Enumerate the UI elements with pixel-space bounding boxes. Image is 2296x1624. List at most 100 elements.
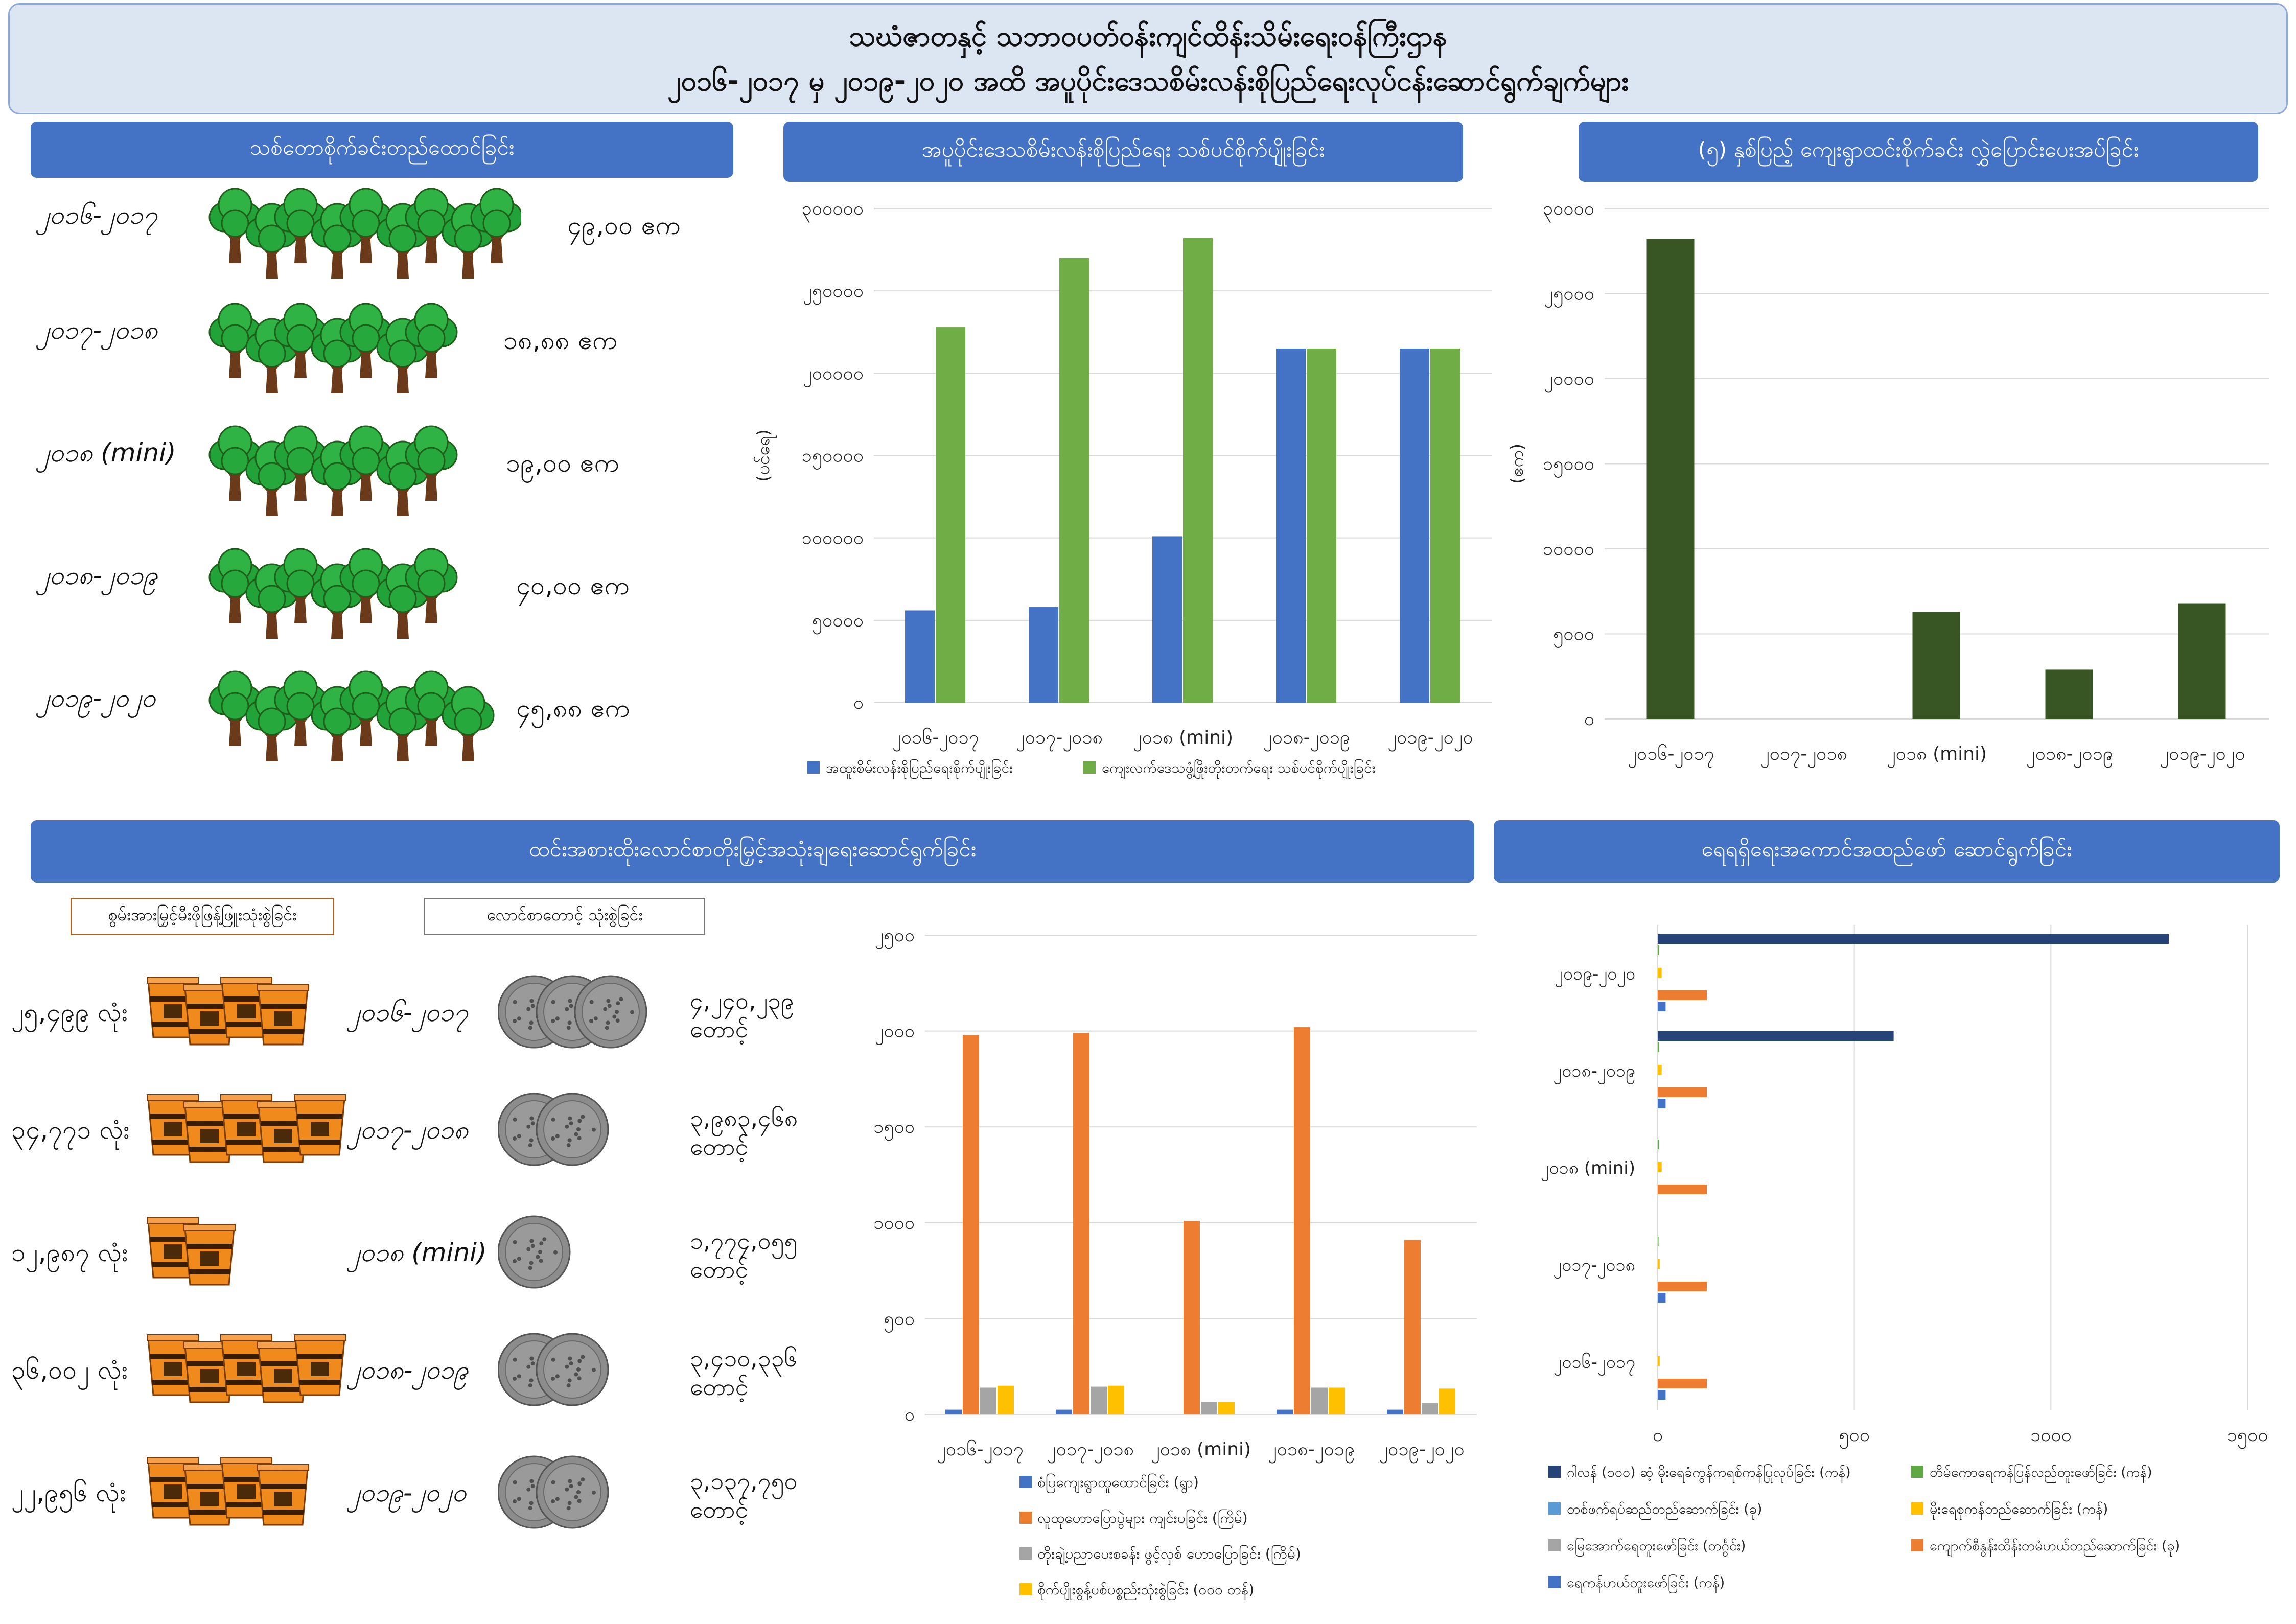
bar	[1422, 1403, 1438, 1414]
legend-swatch	[1548, 1466, 1561, 1478]
x-tick-label: ၂၀၁၈ (mini)	[1133, 727, 1233, 752]
legend-swatch	[1019, 1512, 1032, 1524]
briquette-count: ၃,၄၁၀,၃၃၆	[690, 1344, 798, 1372]
legend-swatch	[1548, 1539, 1561, 1551]
stove-icons	[147, 1217, 236, 1286]
stove-icon	[183, 1224, 236, 1286]
bar	[905, 610, 935, 703]
bar	[1646, 239, 1695, 719]
tree-icon	[274, 188, 327, 263]
bar	[1152, 536, 1182, 703]
y-tick-label: ၁၅၀၀	[873, 1117, 915, 1141]
legend-swatch	[1019, 1547, 1032, 1560]
bar	[1073, 1033, 1089, 1414]
fuel-year: ၂၀၁၇-၂၀၁၈	[347, 1115, 469, 1145]
bar	[1400, 348, 1429, 703]
briquette-count: ၁,၇၇၄,၀၅၅	[690, 1227, 798, 1255]
bar	[1276, 348, 1306, 703]
briquette-icons	[498, 975, 647, 1049]
tree-icon	[274, 548, 327, 623]
tree-icons	[208, 303, 458, 393]
x-tick-label: ၁၅၀၀	[2227, 1425, 2268, 1449]
bar	[1658, 1162, 1662, 1172]
plantation-year: ၂၀၁၆-၂၀၁၇	[37, 200, 157, 230]
fuel-year: ၂၀၁၆-၂၀၁၇	[347, 997, 468, 1027]
header-fuel: ထင်းအစားထိုးလောင်စာတိုးမြှင့်အသုံးချရေးဆ…	[31, 820, 1474, 883]
y-tick-label: ၂၀၀၀	[875, 1021, 915, 1046]
legend-label: ရေကန်ဟယ်တူးဖော်ခြင်း (ကန်)	[1567, 1574, 1725, 1593]
legend-label: တစ်ဖက်ရပ်ဆည်တည်ဆောက်ခြင်း (ခု)	[1567, 1500, 1762, 1520]
legend-label: အထူးစိမ်းလန်းစိုပြည်ရေးစိုက်ပျိုးခြင်း	[826, 758, 1013, 779]
legend-label: ကျေးလက်ဒေသဖွံ့ဖြိုးတိုးတက်ရေး သစ်ပင်စိုက…	[1102, 758, 1376, 779]
briquette-icon	[574, 975, 647, 1049]
tree-icon	[274, 303, 327, 378]
legend-label: တိမ်ကောရေကန်ပြန်လည်တူးဖော်ခြင်း (ကန်)	[1930, 1464, 2152, 1483]
x-tick-label: ၂၀၁၉-၂၀၂၀	[2160, 744, 2245, 768]
legend-label: စံပြကျေးရွာထူထောင်ခြင်း (ရွာ)	[1037, 1473, 1199, 1494]
bar	[1404, 1240, 1421, 1414]
y-tick-label: ၂၀၀၀၀	[1544, 368, 1594, 393]
tree-icons	[208, 548, 458, 639]
y-tick-label: ၂၀၁၆-၂၀၁၇	[1553, 1352, 1635, 1376]
plantation-year: ၂၀၁၈ (mini)	[37, 438, 176, 468]
stove-count: ၂၅,၄၉၉ လုံး	[11, 997, 128, 1027]
bar	[963, 1035, 979, 1414]
y-tick-label: ၂၀၀၀၀၀	[803, 363, 864, 387]
legend-label: လူထုဟောပြောပွဲများ ကျင်းပခြင်း (ကြိမ်)	[1037, 1509, 1248, 1529]
bar	[1658, 1087, 1707, 1097]
x-tick-label: ၂၀၁၉-၂၀၂၀	[1387, 727, 1473, 752]
stove-icon	[294, 1334, 346, 1396]
bar	[1184, 1221, 1200, 1414]
bar	[1329, 1387, 1345, 1414]
x-tick-label: ၂၀၁၆-၂၀၁၇	[937, 1439, 1024, 1464]
tree-icon	[405, 303, 458, 378]
tree-icon	[339, 670, 392, 746]
briquette-icons	[498, 1215, 571, 1289]
y-tick-label: ၁၀၀၀	[873, 1213, 915, 1234]
plantation-year: ၂၀၁၈-၂၀၁၉	[37, 561, 158, 590]
bar	[1201, 1402, 1217, 1414]
y-axis-label: (ပင်ရေ)	[753, 429, 777, 482]
briquette-icons	[498, 1093, 609, 1166]
seedling-bar-chart: ၀ ၅၀၀၀၀ ၁၀၀၀၀၀ ၁၅၀၀၀၀ ၂၀၀၀၀၀ ၂၅၀၀၀၀ ၃၀၀၀၀၀၂၀၁၆…	[753, 198, 1492, 779]
legend-swatch	[1911, 1539, 1923, 1551]
legend-label: မိုးရေစုကန်တည်ဆောက်ခြင်း (ကန်)	[1930, 1500, 2108, 1520]
bar	[1183, 238, 1213, 703]
briquette-icons	[498, 1455, 609, 1529]
y-tick-label: ၂၀၁၉-၂၀၂၀	[1555, 964, 1635, 987]
tree-icon	[405, 188, 458, 263]
stove-icon	[147, 977, 199, 1038]
y-tick-label: ၃၀၀၀၀	[1543, 198, 1594, 223]
legend-swatch	[1548, 1502, 1561, 1515]
stove-count: ၁၂,၉၈၇ လုံး	[11, 1238, 128, 1267]
y-tick-label: ၂၀၁၈-၂၀၁၉	[1553, 1061, 1635, 1084]
plantation-value: ၄၅,၈၈ ဧက	[516, 693, 630, 723]
bar	[2045, 669, 2093, 719]
tree-icon	[405, 548, 458, 623]
fuel-year: ၂၀၁၉-၂၀၂၀	[347, 1478, 467, 1507]
briquette-unit: တောင့်	[690, 1133, 749, 1161]
y-tick-label: ၀	[905, 1404, 915, 1425]
x-tick-label: ၅၀၀	[1839, 1425, 1870, 1449]
y-tick-label: ၀	[853, 692, 864, 713]
y-tick-label: ၅၀၀၀၀	[812, 610, 864, 635]
stove-icons	[147, 1334, 346, 1403]
legend-swatch	[1911, 1466, 1923, 1478]
x-tick-label: ၂၀၁၈-၂၀၁၉	[1263, 727, 1350, 752]
bar	[1294, 1027, 1310, 1414]
bar	[1277, 1409, 1293, 1414]
briquette-icon	[498, 1215, 571, 1289]
bar	[998, 1385, 1014, 1414]
header-water: ရေရရှိရေးအကောင်အထည်ဖော် ဆောင်ရွက်ခြင်း	[1494, 820, 2280, 883]
briquette-unit: တောင့်	[690, 1015, 749, 1043]
y-tick-label: ၃၀၀၀၀၀	[802, 198, 864, 223]
stove-legend-box: စွမ်းအားမြှင့်မီးဖိုဖြန့်ဖြူးသုံးစွဲခြင်…	[71, 898, 334, 935]
tree-icons	[208, 188, 521, 279]
x-tick-label: ၂၀၁၈-၂၀၁၉	[1268, 1439, 1355, 1464]
bar	[980, 1387, 996, 1414]
fuel-year: ၂၀၁၈ (mini)	[347, 1238, 487, 1267]
stove-count: ၃၄,၇၇၁ လုံး	[11, 1115, 130, 1145]
